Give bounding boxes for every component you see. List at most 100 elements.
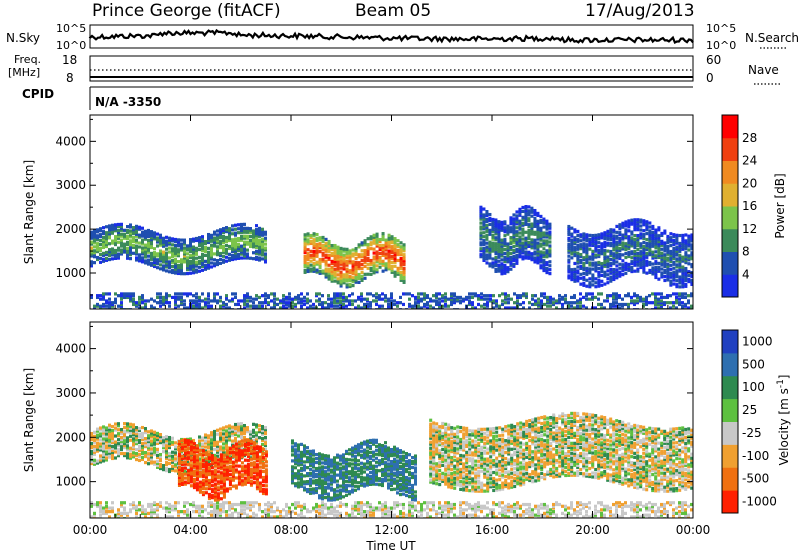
heat-cell [609,275,613,279]
heat-cell [642,250,646,254]
heat-cell [603,270,607,274]
heat-cell [168,242,171,246]
heat-cell [527,219,531,223]
heat-cell [435,444,439,448]
heat-cell [414,466,417,470]
heat-cell [330,476,333,480]
heat-cell [396,469,399,473]
heat-cell [491,233,495,237]
heat-cell [399,260,403,265]
heat-cell [462,484,466,488]
heat-cell [324,241,328,245]
heat-cell [114,422,117,426]
heat-cell [542,266,546,271]
heat-cell [189,456,193,460]
heat-cell [186,451,190,455]
heat-cell [387,472,390,476]
heat-cell [387,482,390,486]
heat-cell [150,232,153,236]
heat-cell [219,453,223,457]
heat-cell [96,459,99,463]
heat-cell [600,279,604,283]
heat-cell [126,438,129,442]
heat-cell [354,470,357,474]
heat-cell [207,240,210,245]
heat-cell [381,473,384,478]
heat-cell [162,244,165,248]
heat-cell [672,239,676,243]
heat-cell [333,269,337,273]
heat-cell [567,254,571,258]
heat-cell [330,470,333,474]
heat-cell [645,271,649,275]
heat-cell [567,244,571,248]
heat-cell [228,234,231,239]
heat-cell [642,221,646,225]
heat-cell [414,498,417,502]
heat-cell [99,458,102,462]
heat-cell [180,476,184,481]
heat-cell [393,461,396,465]
heat-cell [186,252,189,256]
heat-cell [336,455,339,459]
heat-cell [366,473,369,477]
heat-cell [411,485,414,490]
heat-cell [342,489,345,493]
heat-cell [474,477,478,481]
heat-cell [321,493,324,497]
heat-cell [339,270,343,274]
heat-cell [654,232,658,236]
heat-cell [542,251,546,255]
heat-cell [500,220,504,224]
heat-cell [99,235,102,239]
heat-cell [339,258,343,262]
heat-cell [536,221,540,225]
heat-cell [186,453,190,457]
heat-cell [342,485,345,489]
heat-cell [357,473,360,477]
heat-cell [399,274,403,279]
heat-cell [453,442,457,446]
heat-cell [234,243,237,247]
heat-cell [336,253,340,257]
heat-cell [642,240,646,245]
heat-cell [609,271,613,275]
heat-cell [621,223,625,227]
heat-cell [198,464,202,468]
heat-cell [333,257,337,261]
heat-cell [117,246,120,250]
heat-cell [321,487,324,491]
heat-cell [201,260,204,265]
heat-cell [545,261,549,265]
heat-cell [369,456,372,461]
heat-cell [381,235,385,240]
heat-cell [219,228,222,232]
heat-cell [393,463,396,467]
heat-cell [231,246,234,250]
heat-cell [465,458,469,462]
heat-cell [366,481,369,485]
heat-cell [345,261,349,265]
heat-cell [567,230,571,235]
heat-cell [318,484,321,488]
heat-cell [576,245,580,249]
heat-cell [207,450,210,454]
noise-right-tick-bottom: 10^0 [706,39,736,52]
heat-cell [432,473,436,477]
heat-cell [144,231,147,235]
heat-cell [210,460,214,464]
heat-cell [297,459,300,463]
heat-cell [536,229,540,233]
heat-cell [363,272,367,276]
heat-cell [435,452,439,456]
heat-cell [357,255,361,259]
heat-cell [213,496,217,500]
heat-cell [384,447,387,451]
heat-cell [90,443,93,448]
heat-cell [324,460,327,464]
heat-cell [381,451,384,456]
heat-cell [231,425,234,429]
heat-cell [228,487,232,491]
heat-cell [222,491,226,495]
heat-cell [291,469,294,473]
